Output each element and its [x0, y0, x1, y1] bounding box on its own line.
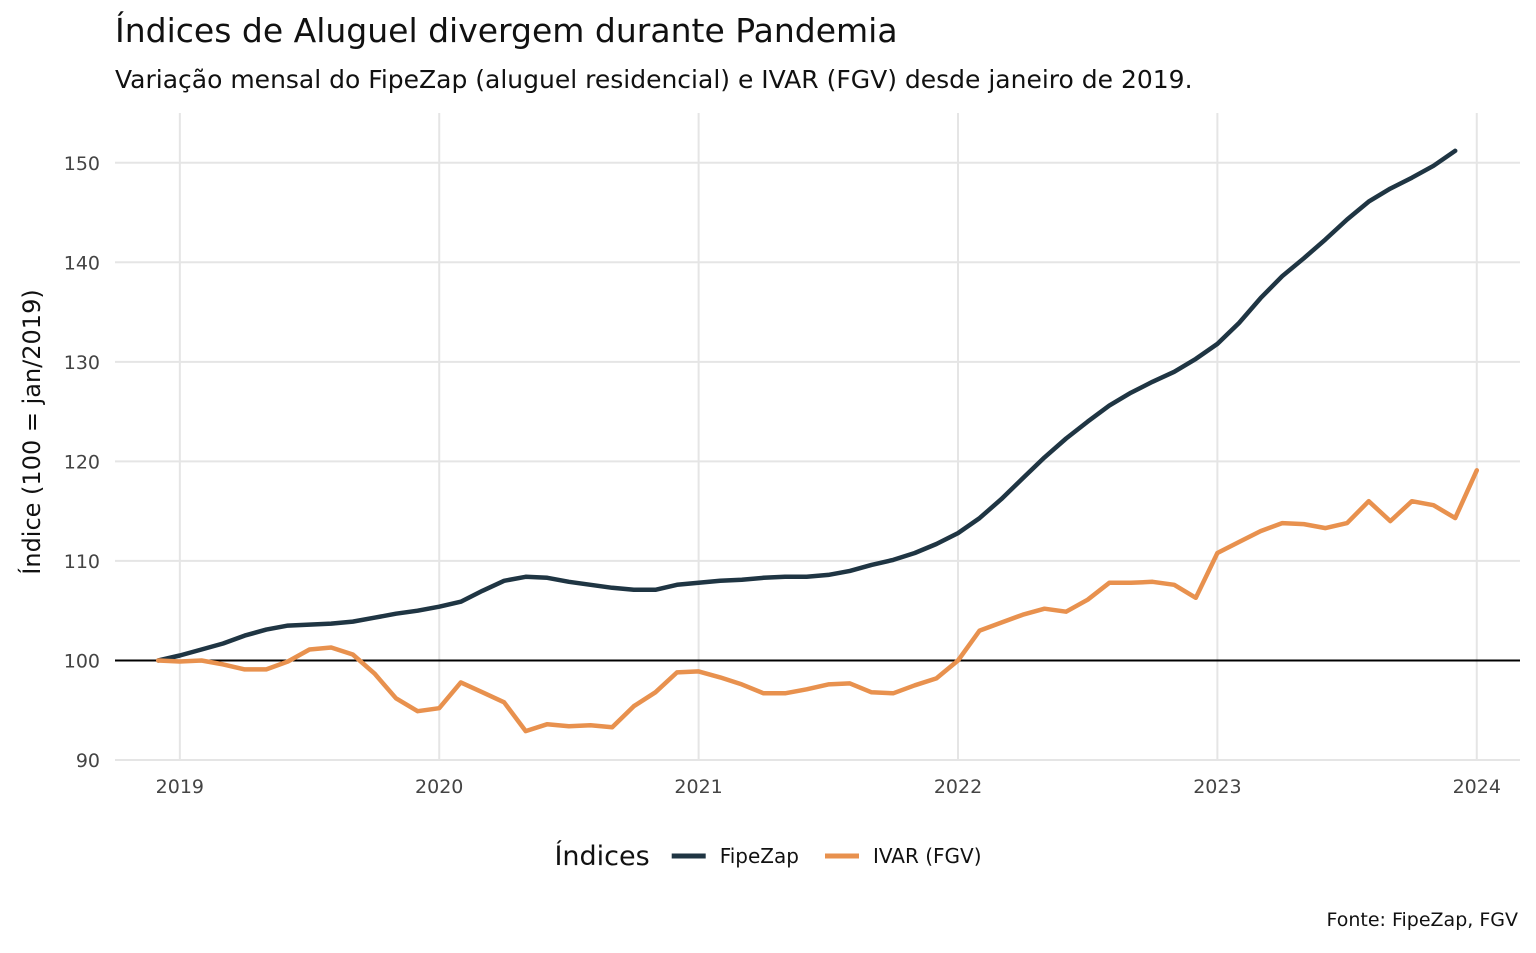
series-line-1 [155, 468, 1480, 734]
vertical-gridlines [178, 113, 1478, 760]
y-tick-label: 110 [64, 551, 100, 573]
y-tick-label: 150 [64, 153, 100, 175]
series-lines [155, 148, 1480, 734]
x-tick-label: 2023 [1193, 776, 1241, 798]
chart-caption: Fonte: FipeZap, FGV [1326, 909, 1518, 931]
legend: Índices FipeZap IVAR (FGV) [554, 840, 981, 872]
legend-label: FipeZap [720, 844, 799, 868]
x-tick-label: 2021 [674, 776, 722, 798]
legend-items: FipeZap IVAR (FGV) [671, 844, 982, 868]
y-axis-label: Índice (100 = jan/2019) [17, 289, 46, 574]
chart-subtitle: Variação mensal do FipeZap (aluguel resi… [115, 65, 1193, 94]
legend-item-0: FipeZap [671, 844, 799, 868]
y-tick-label: 120 [64, 451, 100, 473]
y-axis-tick-labels: 90 100 110 120 130 140 150 [64, 153, 100, 772]
legend-title: Índices [554, 840, 649, 872]
y-tick-label: 90 [76, 750, 100, 772]
horizontal-gridlines [115, 161, 1520, 761]
y-tick-label: 140 [64, 252, 100, 274]
y-tick-label: 100 [64, 650, 100, 672]
x-tick-label: 2022 [934, 776, 982, 798]
x-tick-label: 2024 [1453, 776, 1501, 798]
x-tick-label: 2020 [415, 776, 463, 798]
legend-label: IVAR (FGV) [873, 844, 982, 868]
x-axis-tick-labels: 2019 2020 2021 2022 2023 2024 [156, 776, 1501, 798]
x-tick-label: 2019 [156, 776, 204, 798]
legend-item-1: IVAR (FGV) [825, 844, 982, 868]
chart-title: Índices de Aluguel divergem durante Pand… [115, 10, 898, 50]
series-line-0 [155, 148, 1458, 663]
y-tick-label: 130 [64, 352, 100, 374]
